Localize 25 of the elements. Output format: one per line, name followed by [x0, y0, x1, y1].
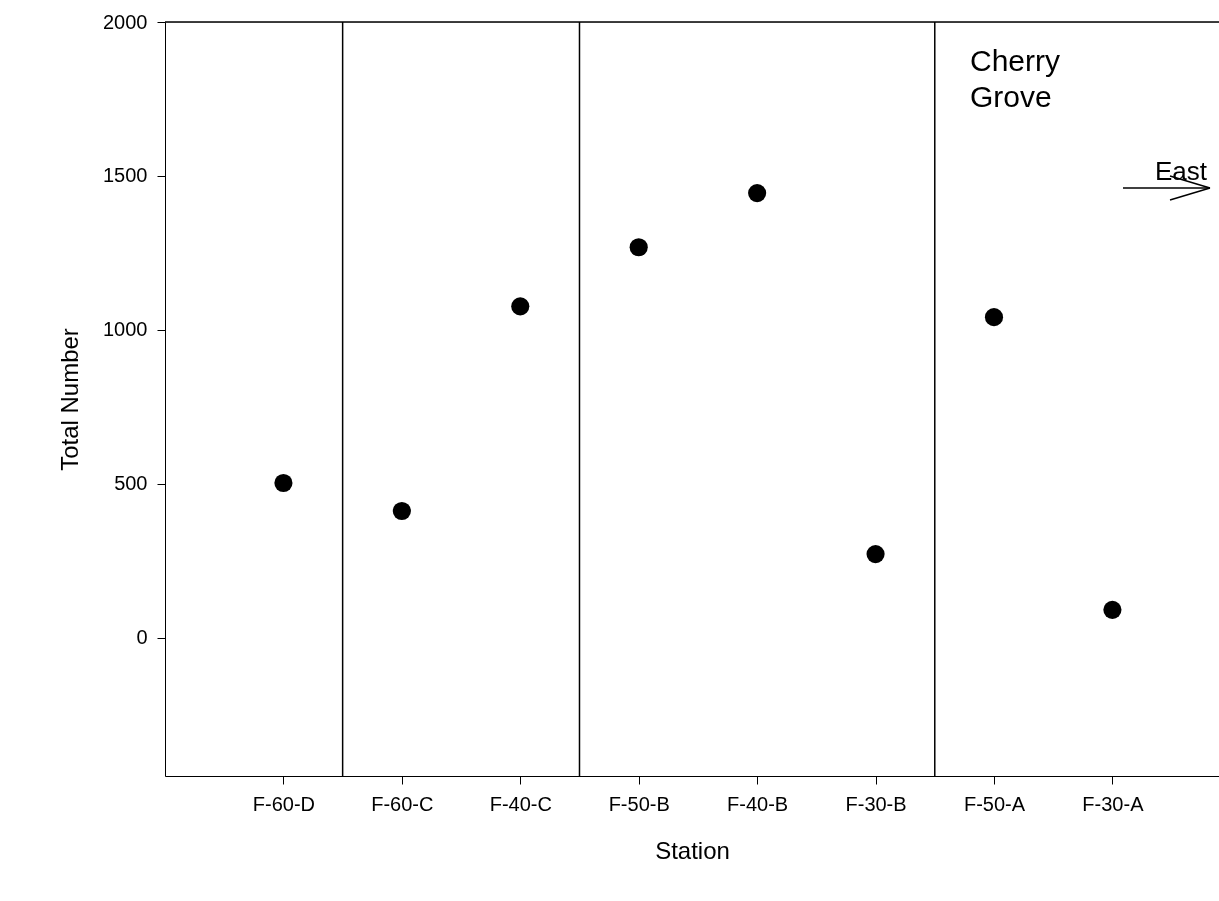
x-tick-label: F-60-C — [371, 792, 434, 815]
point — [866, 545, 885, 564]
x-tick-label: F-30-A — [1082, 792, 1145, 815]
annotation: Cherry Grove — [970, 44, 1061, 113]
point — [392, 501, 411, 521]
y-tick-label: 1500 — [103, 164, 148, 187]
point — [748, 184, 767, 203]
x-tick-label: F-50-A — [963, 792, 1026, 815]
y-tick-label: 2000 — [103, 10, 148, 33]
x-axis-title: Station — [655, 836, 730, 864]
annotation: East — [1155, 156, 1208, 186]
x-tick-label: F-40-C — [489, 792, 552, 815]
x-tick-label: F-40-B — [727, 792, 789, 815]
x-tick-label: F-30-B — [845, 792, 907, 815]
point — [984, 308, 1004, 327]
x-tick-label: F-50-B — [608, 792, 670, 815]
point — [1103, 600, 1122, 619]
point — [511, 297, 530, 316]
y-tick-label: 0 — [136, 626, 148, 649]
y-tick-label: 1000 — [103, 318, 148, 341]
y-tick-label: 500 — [114, 472, 148, 495]
point — [274, 473, 293, 493]
x-tick-label: F-60-D — [252, 792, 316, 815]
y-axis-title: Total Number — [56, 328, 84, 471]
point — [629, 238, 648, 257]
